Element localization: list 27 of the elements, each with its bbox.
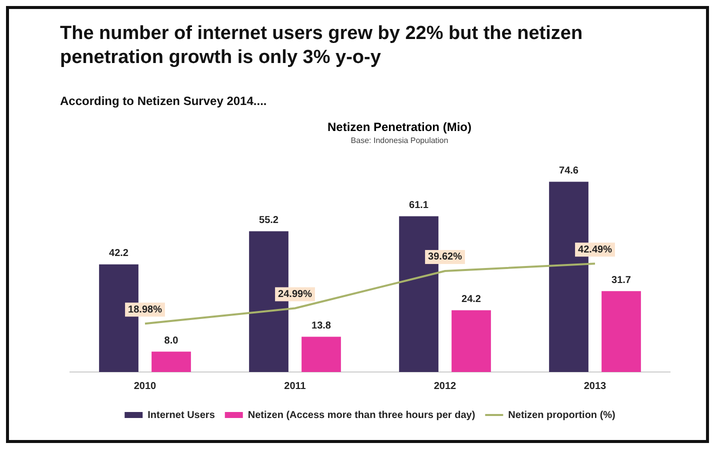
data-label: 61.1 xyxy=(409,200,429,211)
bar xyxy=(302,336,341,372)
chart-subtitle: According to Netizen Survey 2014.... xyxy=(60,94,267,108)
data-label: 24.99% xyxy=(278,289,312,300)
x-tick-label: 2013 xyxy=(584,380,607,392)
data-label: 39.62% xyxy=(428,252,462,263)
chart-title: The number of internet users grew by 22% but the netizen penetration growth is only 3% y-o-y xyxy=(60,22,584,70)
bar xyxy=(602,291,641,372)
x-tick-label: 2012 xyxy=(434,380,457,392)
data-label: 31.7 xyxy=(612,274,632,286)
bar xyxy=(152,352,191,372)
text: Netizen Penetration (Mio) xyxy=(326,120,472,134)
bar xyxy=(452,310,491,372)
data-label: 74.6 xyxy=(559,166,579,177)
legend-label: Netizen (Access more than three hours per day) xyxy=(248,410,476,421)
x-tick-label: 2010 xyxy=(134,380,157,392)
data-label: 13.8 xyxy=(312,320,332,332)
data-label: 24.2 xyxy=(462,294,482,306)
data-label: 55.2 xyxy=(259,214,279,226)
legend-label: Internet Users xyxy=(148,410,216,421)
data-label: 42.49% xyxy=(578,244,612,256)
data-label: 42.2 xyxy=(109,248,129,260)
x-tick-label: 2011 xyxy=(284,380,306,392)
legend-label: Netizen proportion (%) xyxy=(508,410,616,421)
data-label: 8.0 xyxy=(164,335,179,346)
text: Base: Indonesia Population xyxy=(350,136,450,145)
data-label: 18.98% xyxy=(128,304,162,316)
